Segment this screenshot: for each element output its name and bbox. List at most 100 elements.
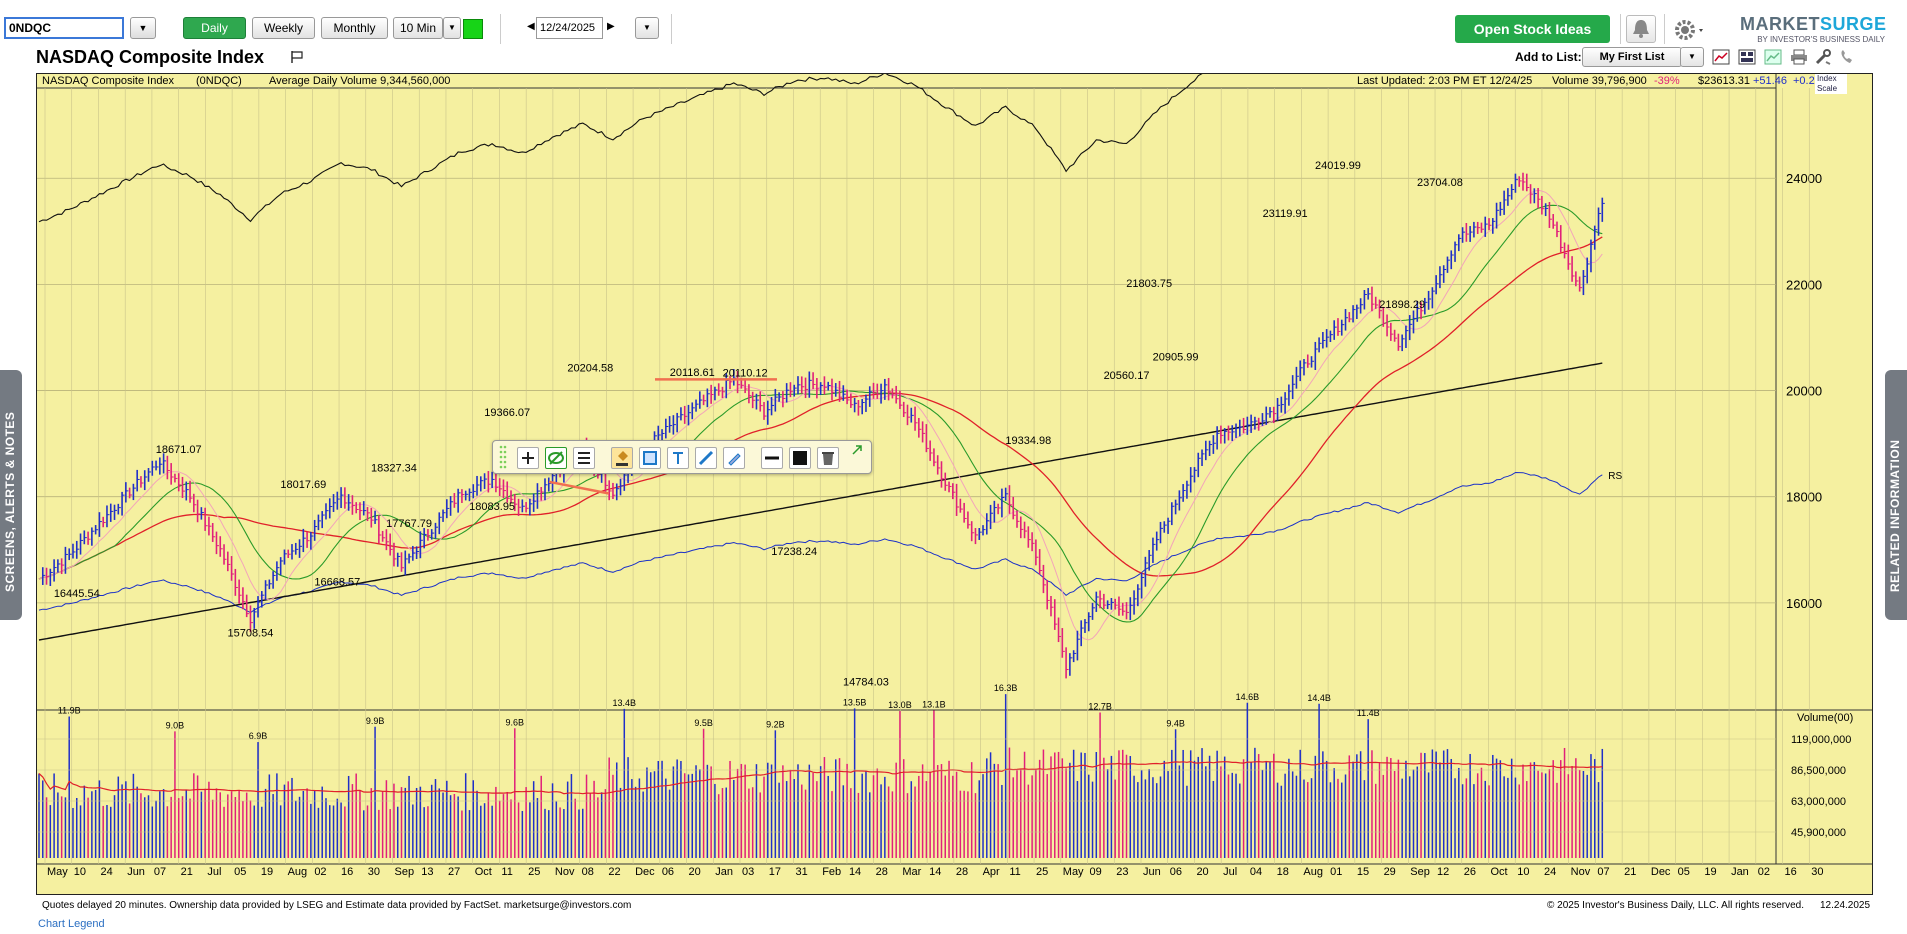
x-tick-label: 10 [74, 866, 86, 878]
price-chart[interactable]: 16000 18000 20000 22000 24000 May 10 24 Jun 07 21 J… [36, 73, 1873, 895]
index-scale-label[interactable]: Index Scale [1815, 74, 1847, 94]
chart-header-volume-pct: -39% [1654, 75, 1680, 87]
x-tick-label: 28 [876, 866, 888, 878]
volume-ma-line [38, 760, 1603, 795]
rectangle-tool-icon[interactable] [639, 447, 661, 469]
price-label: 20560.17 [1104, 370, 1150, 382]
x-tick-label: 07 [1597, 866, 1609, 878]
x-tick-label: 23 [1116, 866, 1128, 878]
monthly-button[interactable]: Monthly [321, 17, 388, 39]
price-label: 16668.57 [314, 576, 360, 588]
screens-alerts-notes-tab[interactable]: SCREENS, ALERTS & NOTES [0, 370, 22, 620]
ma50-line [38, 236, 1603, 580]
x-tick-label: 24 [1544, 866, 1556, 878]
weekly-button[interactable]: Weekly [252, 17, 315, 39]
x-tick-label: 06 [1170, 866, 1182, 878]
x-tick-label: 16 [341, 866, 353, 878]
x-tick-label: 11 [1009, 866, 1020, 878]
chart-canvas[interactable]: 16000 18000 20000 22000 24000 May 10 24 Jun 07 21 J… [37, 74, 1872, 894]
date-input[interactable] [536, 17, 603, 39]
x-tick-label: 27 [448, 866, 460, 878]
x-tick-label: 24 [100, 866, 112, 878]
prev-date-arrow-icon[interactable]: ◀ [527, 21, 535, 32]
y-tick-label: 24000 [1786, 171, 1822, 186]
drawing-tools-palette[interactable] [492, 440, 872, 474]
x-tick-label: Jul [207, 866, 221, 878]
daily-button[interactable]: Daily [183, 17, 246, 39]
print-icon[interactable] [1790, 49, 1808, 65]
list-dropdown-button[interactable]: ▼ [1680, 47, 1704, 67]
list-select[interactable]: My First List [1582, 47, 1682, 67]
divider [671, 14, 672, 44]
x-tick-label: Oct [475, 866, 492, 878]
volume-peak-label: 14.6B [1236, 692, 1260, 702]
symbol-input[interactable] [4, 17, 124, 39]
x-tick-label: Dec [1651, 866, 1671, 878]
settings-gear-icon[interactable] [1672, 17, 1708, 43]
symbol-dropdown-button[interactable]: ▼ [130, 17, 156, 39]
chart-line-icon[interactable] [1712, 49, 1730, 65]
alert-bell-icon[interactable] [1626, 15, 1656, 43]
price-label: 18017.69 [280, 479, 326, 491]
open-stock-ideas-button[interactable]: Open Stock Ideas [1455, 15, 1610, 43]
related-information-tab[interactable]: RELATED INFORMATION [1885, 370, 1907, 620]
x-tick-label: 25 [1036, 866, 1048, 878]
x-tick-label: Mar [902, 866, 921, 878]
wrench-tools-icon[interactable] [1814, 49, 1832, 65]
intraday-dropdown-button[interactable]: ▼ [443, 17, 461, 39]
flag-icon[interactable] [290, 50, 304, 64]
marketsurge-logo: MARKETSURGE BY INVESTOR'S BUSINESS DAILY [1740, 14, 1887, 44]
price-label: 14784.03 [843, 676, 889, 688]
volume-peak-label: 9.5B [694, 718, 713, 728]
volume-axis-title: Volume(00) [1797, 712, 1853, 724]
logo-subtitle: BY INVESTOR'S BUSINESS DAILY [1757, 35, 1885, 44]
price-label: 24019.99 [1315, 160, 1361, 172]
chart-legend-link[interactable]: Chart Legend [38, 918, 105, 930]
next-date-arrow-icon[interactable]: ▶ [607, 21, 615, 32]
palette-collapse-icon[interactable] [851, 444, 863, 456]
date-dropdown-button[interactable]: ▼ [635, 17, 659, 39]
price-label: 18083.95 [469, 501, 515, 513]
x-tick-label: 25 [528, 866, 540, 878]
paint-bucket-icon[interactable] [611, 447, 633, 469]
x-tick-label: 18 [1277, 866, 1289, 878]
logo-brand-b: SURGE [1820, 14, 1887, 34]
grid-layout-icon[interactable] [1738, 49, 1756, 65]
chart-compare-icon[interactable] [1764, 49, 1782, 65]
x-tick-label: May [47, 866, 68, 878]
price-label: 20118.61 [670, 367, 715, 379]
price-label: 19334.98 [1005, 435, 1051, 447]
volume-peak-label: 13.5B [843, 697, 867, 707]
text-tool-icon[interactable] [667, 447, 689, 469]
trendline-tool-icon[interactable] [695, 447, 717, 469]
x-tick-label: 22 [608, 866, 620, 878]
footer-disclaimer: Quotes delayed 20 minutes. Ownership dat… [42, 900, 632, 911]
crosshair-tool-icon[interactable] [517, 447, 539, 469]
annotation-line [548, 480, 610, 495]
x-tick-label: 07 [154, 866, 166, 878]
palette-drag-handle-icon[interactable] [499, 444, 507, 472]
line-weight-icon[interactable] [761, 447, 783, 469]
intraday-button[interactable]: 10 Min [393, 17, 443, 39]
title-row: NASDAQ Composite Index Add to List: My F… [0, 46, 1907, 70]
x-tick-label: 14 [849, 866, 861, 878]
price-label: 21803.75 [1126, 278, 1172, 290]
x-tick-label: Sep [1410, 866, 1430, 878]
left-tab-label: SCREENS, ALERTS & NOTES [3, 411, 17, 592]
x-tick-label: Nov [555, 866, 575, 878]
hide-drawings-icon[interactable] [545, 447, 567, 469]
rs-line [38, 471, 1603, 614]
price-label: 16445.54 [54, 588, 100, 600]
pencil-tool-icon[interactable] [723, 447, 745, 469]
line-color-icon[interactable] [789, 447, 811, 469]
phone-icon[interactable] [1838, 49, 1856, 65]
x-tick-label: 26 [1464, 866, 1476, 878]
volume-tick-label: 86,500,000 [1791, 765, 1846, 777]
volume-peak-label: 11.9B [58, 706, 81, 716]
x-tick-label: 20 [1196, 866, 1208, 878]
x-tick-label: 14 [929, 866, 941, 878]
x-tick-label: Aug [288, 866, 308, 878]
list-menu-icon[interactable] [573, 447, 595, 469]
x-tick-label: Jun [127, 866, 145, 878]
trash-icon[interactable] [817, 447, 839, 469]
